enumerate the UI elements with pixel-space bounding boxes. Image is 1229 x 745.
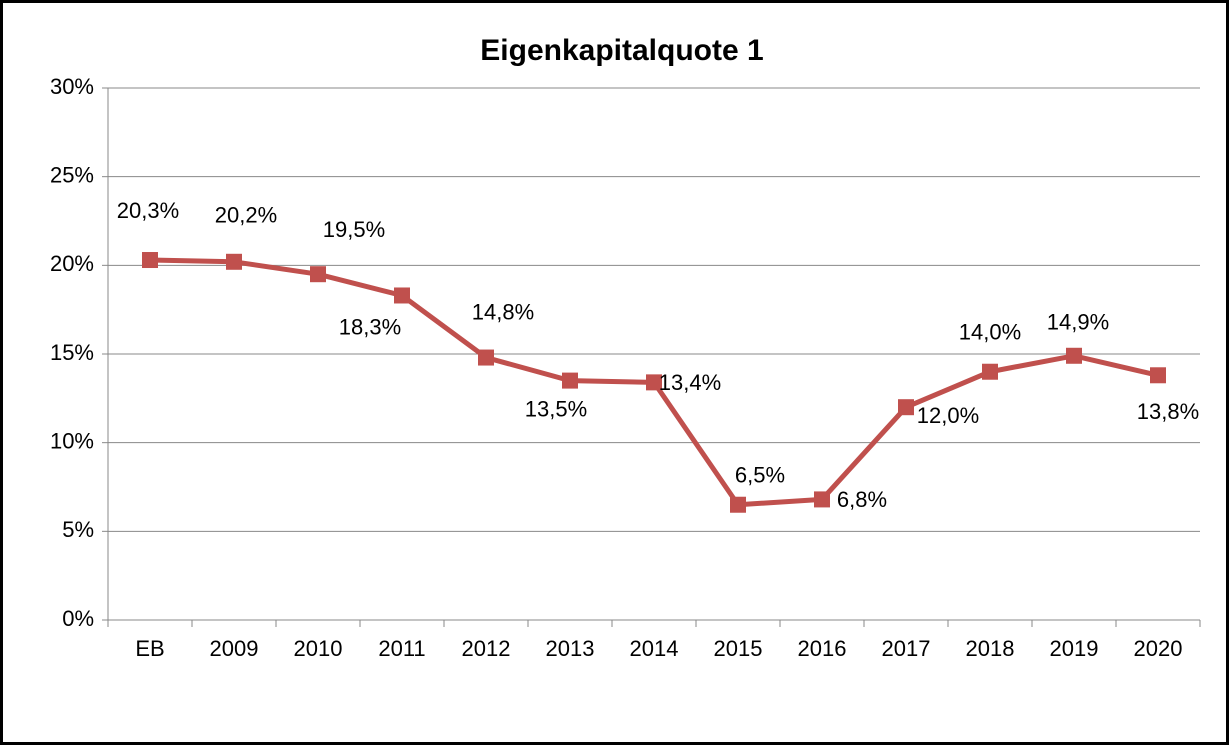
data-label: 14,9% (1047, 310, 1109, 335)
x-tick-label: 2016 (798, 636, 847, 661)
data-label: 13,8% (1137, 399, 1199, 424)
marker (226, 253, 242, 270)
marker (814, 491, 830, 508)
data-label: 18,3% (339, 314, 401, 339)
marker (394, 287, 410, 304)
x-tick-label: 2011 (378, 636, 425, 661)
data-label: 13,5% (525, 396, 587, 421)
y-tick-label: 15% (50, 340, 94, 365)
chart-title: Eigenkapitalquote 1 (480, 34, 763, 67)
marker (898, 399, 914, 416)
x-tick-label: 2010 (294, 636, 343, 661)
x-tick-label: 2020 (1134, 636, 1183, 661)
x-tick-label: 2012 (462, 636, 511, 661)
marker (646, 374, 662, 391)
data-label: 12,0% (917, 403, 979, 428)
data-label: 6,8% (837, 487, 887, 512)
marker (310, 266, 326, 283)
y-tick-label: 10% (50, 428, 94, 453)
marker (142, 252, 158, 269)
x-tick-label: 2015 (714, 636, 763, 661)
y-tick-label: 25% (50, 162, 94, 187)
data-label: 20,2% (215, 203, 277, 228)
y-tick-label: 5% (62, 517, 94, 542)
x-tick-label: 2014 (630, 636, 679, 661)
x-tick-label: EB (135, 636, 164, 661)
marker (478, 349, 494, 366)
data-label: 13,4% (659, 370, 721, 395)
data-label: 14,8% (472, 299, 534, 324)
x-tick-label: 2013 (546, 636, 595, 661)
x-tick-label: 2017 (882, 636, 931, 661)
data-label: 20,3% (117, 198, 179, 223)
marker (1150, 367, 1166, 384)
x-tick-label: 2009 (210, 636, 259, 661)
marker (1066, 347, 1082, 364)
y-tick-label: 30% (50, 74, 94, 99)
y-tick-label: 0% (62, 606, 94, 631)
data-label: 14,0% (959, 320, 1021, 345)
y-tick-label: 20% (50, 251, 94, 276)
data-label: 19,5% (323, 217, 385, 242)
x-tick-label: 2019 (1050, 636, 1099, 661)
marker (982, 363, 998, 380)
marker (730, 496, 746, 513)
x-tick-label: 2018 (966, 636, 1015, 661)
data-label: 6,5% (735, 463, 785, 488)
marker (562, 372, 578, 389)
